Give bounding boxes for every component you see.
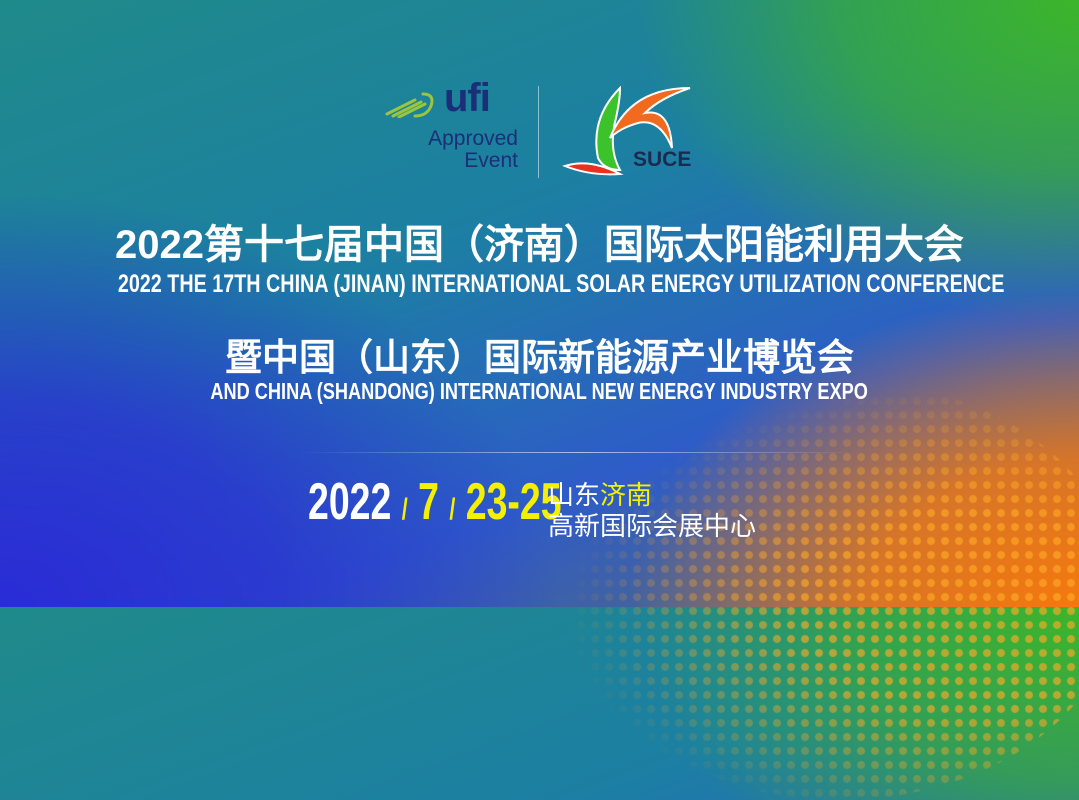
venue-name: 高新国际会展中心 (548, 511, 757, 541)
ufi-logo-text: ufi (444, 76, 491, 120)
date-month: 7 (418, 473, 439, 531)
subtitle-english-text: AND CHINA (SHANDONG) INTERNATIONAL NEW E… (210, 378, 869, 404)
subtitle-chinese: 暨中国（山东）国际新能源产业博览会 (225, 337, 854, 378)
title-english: 2022 THE 17TH CHINA (JINAN) INTERNATIONA… (0, 270, 1079, 299)
ufi-approved-text: Approved (428, 127, 518, 150)
venue-province: 山东 (548, 480, 601, 510)
ufi-approved-label: Approved Event (390, 128, 518, 172)
subtitle-english: AND CHINA (SHANDONG) INTERNATIONAL NEW E… (0, 378, 1079, 405)
venue-city: 济南 (600, 480, 653, 510)
date-year: 2022 (308, 473, 392, 531)
title-english-text: 2022 THE 17TH CHINA (JINAN) INTERNATIONA… (117, 270, 1005, 298)
suce-logo-text: SUCE (633, 148, 692, 171)
date-slash: / (449, 493, 456, 526)
venue-location: 山东济南 (548, 480, 756, 511)
date-days: 23-25 (465, 473, 562, 531)
logo-divider (538, 86, 539, 178)
date-slash: / (401, 493, 408, 526)
dotted-globe-decoration (560, 380, 1079, 800)
suce-logo-icon (562, 85, 691, 176)
divider-line (300, 452, 860, 453)
ufi-event-text: Event (464, 149, 518, 172)
event-date: 2022 / 7 / 23-25 (308, 472, 562, 532)
ufi-swoosh-icon (385, 92, 434, 118)
event-venue: 山东济南 高新国际会展中心 (548, 480, 756, 542)
title-chinese: 2022第十七届中国（济南）国际太阳能利用大会 (115, 223, 964, 267)
logo-group: ufi Approved Event SUCE (380, 76, 710, 183)
